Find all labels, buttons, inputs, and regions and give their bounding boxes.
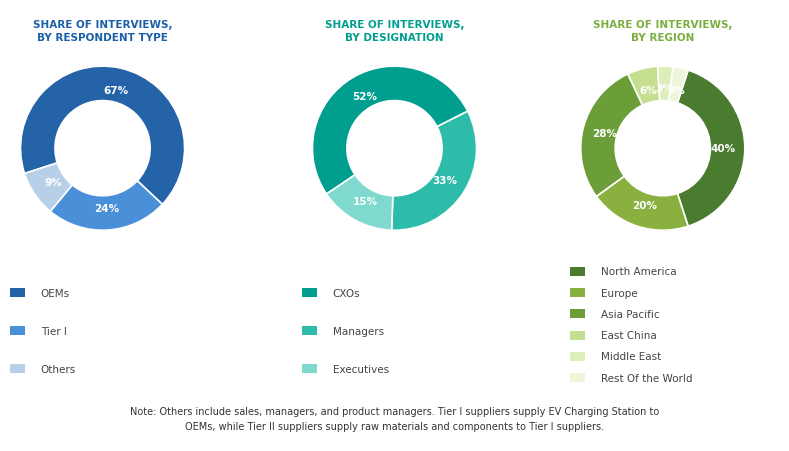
- Wedge shape: [581, 75, 642, 197]
- Wedge shape: [657, 67, 673, 102]
- Text: 24%: 24%: [94, 203, 119, 213]
- Text: North America: North America: [601, 267, 676, 276]
- Text: Executives: Executives: [333, 364, 389, 374]
- FancyBboxPatch shape: [570, 310, 585, 318]
- FancyBboxPatch shape: [9, 327, 25, 336]
- Wedge shape: [21, 67, 185, 205]
- Wedge shape: [391, 112, 477, 231]
- Title: SHARE OF INTERVIEWS,
BY REGION: SHARE OF INTERVIEWS, BY REGION: [593, 20, 732, 43]
- Text: 3%: 3%: [656, 84, 674, 94]
- FancyBboxPatch shape: [570, 373, 585, 382]
- Text: Middle East: Middle East: [601, 351, 661, 362]
- FancyBboxPatch shape: [570, 267, 585, 276]
- Text: OEMs: OEMs: [41, 288, 70, 298]
- Text: Europe: Europe: [601, 288, 638, 298]
- Text: 3%: 3%: [667, 86, 685, 96]
- Title: SHARE OF INTERVIEWS,
BY DESIGNATION: SHARE OF INTERVIEWS, BY DESIGNATION: [325, 20, 464, 43]
- FancyBboxPatch shape: [301, 289, 317, 298]
- Text: Managers: Managers: [333, 326, 383, 336]
- Wedge shape: [327, 175, 393, 230]
- FancyBboxPatch shape: [9, 364, 25, 373]
- FancyBboxPatch shape: [570, 331, 585, 340]
- FancyBboxPatch shape: [570, 352, 585, 361]
- Text: Others: Others: [41, 364, 76, 374]
- Text: 40%: 40%: [710, 144, 735, 154]
- Text: 33%: 33%: [432, 176, 458, 186]
- Text: Note: Others include sales, managers, and product managers. Tier I suppliers sup: Note: Others include sales, managers, an…: [130, 406, 659, 432]
- Wedge shape: [678, 71, 745, 227]
- Text: 15%: 15%: [353, 196, 378, 206]
- Wedge shape: [50, 181, 163, 231]
- Text: Asia Pacific: Asia Pacific: [601, 309, 660, 319]
- FancyBboxPatch shape: [570, 289, 585, 297]
- Wedge shape: [24, 164, 73, 212]
- Text: Rest Of the World: Rest Of the World: [601, 373, 693, 383]
- Text: East China: East China: [601, 330, 656, 341]
- Text: 28%: 28%: [593, 129, 617, 139]
- Text: Tier I: Tier I: [41, 326, 66, 336]
- Wedge shape: [596, 177, 688, 231]
- Title: SHARE OF INTERVIEWS,
BY RESPONDENT TYPE: SHARE OF INTERVIEWS, BY RESPONDENT TYPE: [33, 20, 172, 43]
- FancyBboxPatch shape: [301, 364, 317, 373]
- Text: CXOs: CXOs: [333, 288, 361, 298]
- Text: 52%: 52%: [352, 92, 376, 102]
- Wedge shape: [628, 67, 660, 106]
- Text: 67%: 67%: [103, 86, 128, 96]
- FancyBboxPatch shape: [301, 327, 317, 336]
- Text: 9%: 9%: [44, 177, 62, 188]
- Wedge shape: [669, 68, 688, 104]
- Wedge shape: [312, 67, 468, 195]
- Text: 6%: 6%: [639, 86, 656, 96]
- FancyBboxPatch shape: [9, 289, 25, 298]
- Text: 20%: 20%: [632, 201, 656, 211]
